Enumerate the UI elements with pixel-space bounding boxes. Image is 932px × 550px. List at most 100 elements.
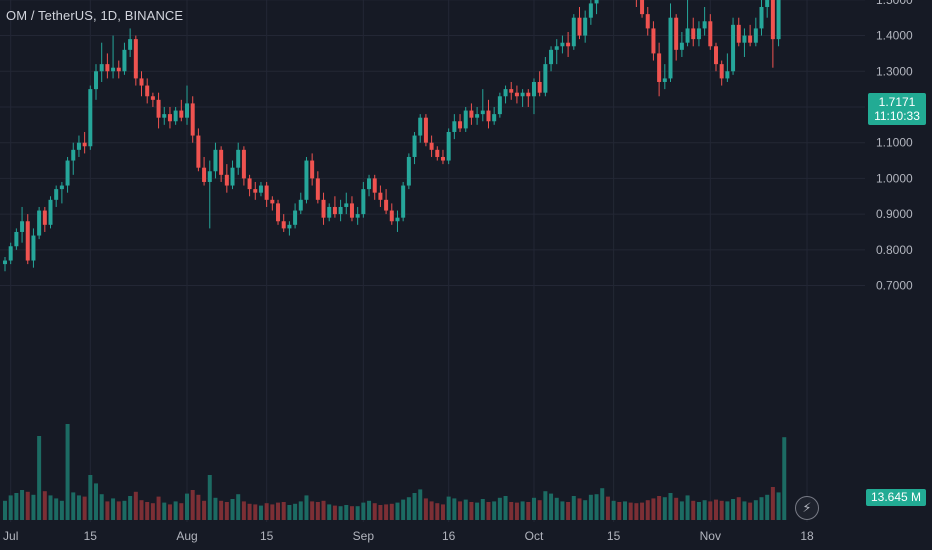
candle-body — [554, 46, 559, 50]
volume-bar — [219, 500, 224, 520]
volume-bar — [469, 502, 474, 520]
candle-body — [37, 210, 42, 236]
time-tick-label: 16 — [442, 529, 456, 543]
time-tick-label: Aug — [176, 529, 197, 543]
volume-bar — [719, 500, 724, 520]
candle-body — [731, 24, 736, 72]
volume-bar — [503, 496, 508, 520]
candle-body — [122, 49, 127, 72]
candle-body — [71, 149, 76, 161]
candle-body — [349, 203, 354, 218]
candle-body — [440, 156, 445, 161]
volume-bar — [742, 501, 747, 520]
volume-bar — [537, 500, 542, 520]
volume-tag: 13.645 M — [866, 489, 926, 506]
candle-body — [344, 203, 349, 207]
candle-body — [480, 110, 485, 115]
candle-body — [236, 149, 241, 168]
volume-bar — [782, 437, 787, 520]
volume-bar — [401, 499, 406, 520]
price-tick-label: 0.8000 — [876, 243, 913, 257]
volume-bar — [156, 496, 161, 520]
volume-bar — [253, 504, 258, 520]
candle-body — [190, 103, 195, 136]
candle-body — [321, 199, 326, 218]
volume-bar — [702, 500, 707, 520]
volume-bar — [463, 499, 468, 520]
candle-body — [219, 149, 224, 175]
time-tick-label: Oct — [525, 529, 544, 543]
candle-body — [588, 3, 593, 18]
volume-bar — [651, 498, 656, 520]
candle-body — [765, 0, 770, 7]
volume-bar — [310, 501, 315, 520]
candle-body — [298, 199, 303, 211]
candle-body — [145, 85, 150, 97]
volume-bar — [150, 503, 155, 520]
candle-body — [247, 178, 252, 190]
volume-bar — [224, 502, 229, 520]
volume-bar — [42, 491, 47, 520]
volume-bar — [452, 498, 457, 520]
time-axis[interactable]: Jul 15 Aug 15 Sep 16 Oct 15 Nov 18 — [3, 529, 814, 543]
volume-bar — [236, 494, 241, 520]
volume-bar — [748, 502, 753, 520]
volume-bar — [492, 501, 497, 520]
volume-bar — [588, 494, 593, 520]
volume-bar — [759, 497, 764, 520]
volume-bar — [634, 503, 639, 520]
volume-bar — [435, 503, 440, 520]
candle-body — [116, 67, 121, 72]
candle-body — [509, 89, 514, 93]
candle-body — [355, 214, 360, 218]
candle-body — [105, 64, 110, 72]
candle-body — [332, 206, 337, 215]
candle-body — [469, 110, 474, 118]
volume-bar — [583, 500, 588, 520]
candle-body — [452, 121, 457, 132]
candle-body — [162, 114, 167, 118]
candle-body — [42, 210, 47, 225]
volume-bar — [82, 496, 87, 520]
volume-bar — [196, 494, 201, 520]
volume-bar — [355, 506, 360, 520]
candle-body — [389, 210, 394, 222]
volume-bar — [640, 502, 645, 520]
volume-bar — [14, 493, 19, 520]
time-tick-label: 18 — [800, 529, 814, 543]
volume-bar — [753, 500, 758, 520]
volume-bar — [458, 501, 463, 520]
volume-bar — [173, 501, 178, 520]
volume-bar — [628, 502, 633, 520]
volume-bar — [76, 495, 81, 520]
candle-body — [270, 199, 275, 204]
volume-bar — [230, 499, 235, 520]
candle-body — [59, 185, 64, 190]
candle-body — [560, 42, 565, 47]
volume-bar — [571, 496, 576, 520]
candle-body — [88, 89, 93, 147]
symbol-title[interactable]: OM / TetherUS, 1D, BINANCE — [6, 8, 184, 23]
volume-bar — [691, 500, 696, 520]
volume-bar — [185, 493, 190, 520]
candle-body — [315, 178, 320, 200]
volume-bar — [111, 498, 116, 520]
price-tick-label: 1.5000 — [876, 0, 913, 7]
candle-body — [719, 64, 724, 79]
volume-bar — [37, 436, 42, 520]
volume-bar — [378, 505, 383, 520]
candle-body — [287, 224, 292, 229]
candle-body — [566, 42, 571, 47]
candle-body — [202, 167, 207, 182]
volume-bar — [59, 500, 64, 520]
volume-bars — [3, 424, 787, 520]
candle-body — [668, 17, 673, 79]
candle-body — [128, 39, 133, 50]
lightning-icon[interactable]: ⚡ — [795, 496, 819, 520]
candle-body — [304, 160, 309, 200]
candle-body — [281, 221, 286, 229]
candle-body — [531, 81, 536, 97]
volume-bar — [776, 492, 781, 520]
candle-body — [526, 92, 531, 97]
